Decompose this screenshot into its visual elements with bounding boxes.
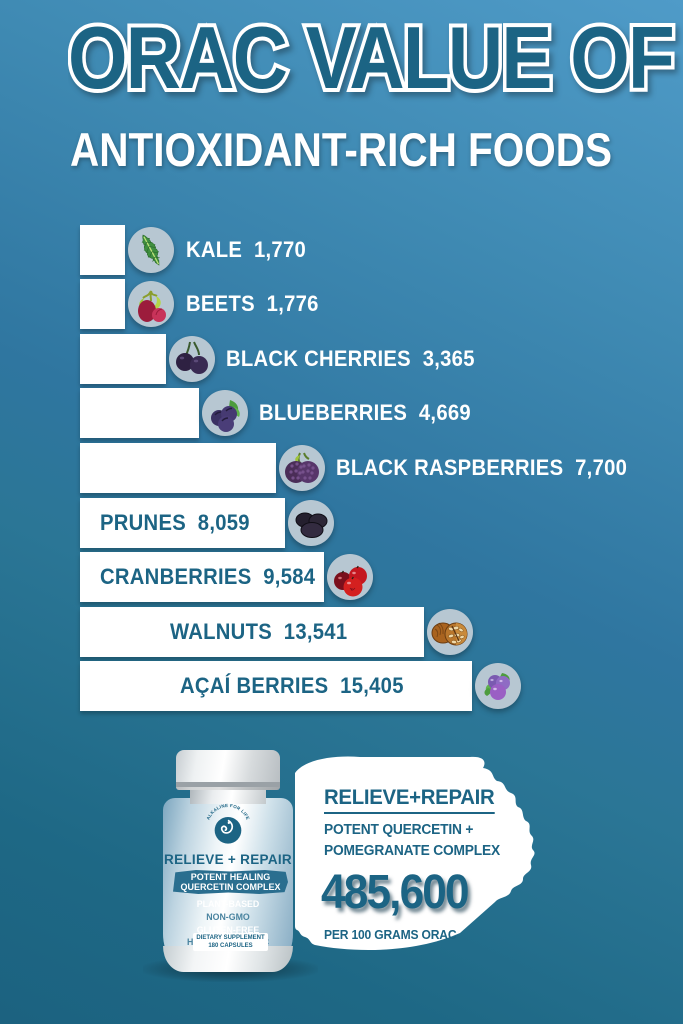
svg-text:ANTIOXIDANT-RICH FOODS: ANTIOXIDANT-RICH FOODS	[70, 128, 612, 176]
svg-text:ORAC VALUE OF: ORAC VALUE OF	[68, 20, 673, 107]
